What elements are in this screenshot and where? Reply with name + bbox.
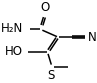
Text: N: N bbox=[87, 31, 96, 44]
Text: H₂N: H₂N bbox=[1, 22, 23, 35]
Text: S: S bbox=[48, 69, 55, 82]
Text: O: O bbox=[41, 1, 50, 14]
Text: HO: HO bbox=[5, 45, 23, 58]
